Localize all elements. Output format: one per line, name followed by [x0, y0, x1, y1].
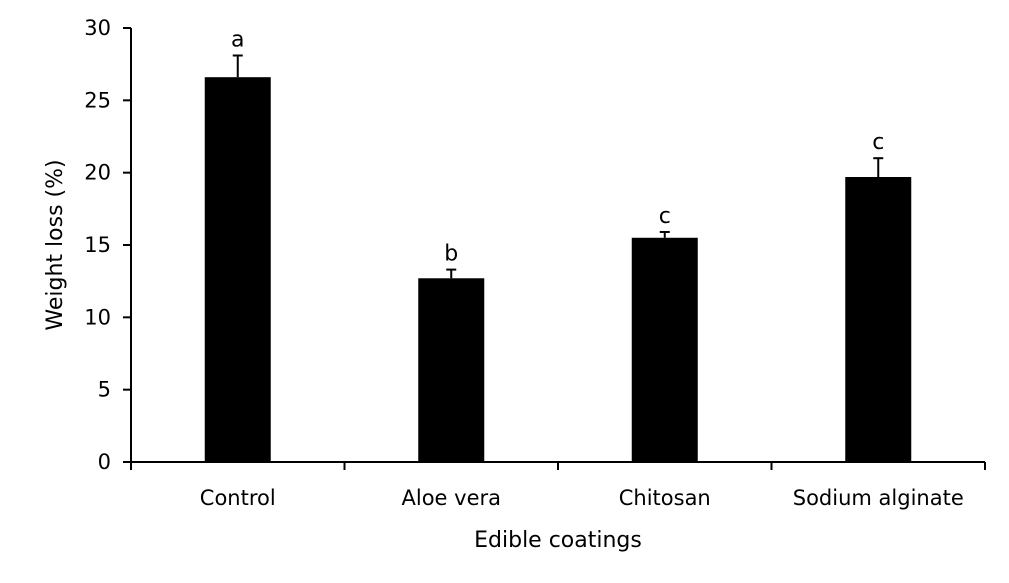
bar-aloe-vera [418, 278, 485, 462]
y-tick-label: 20 [84, 161, 111, 185]
y-tick-label: 10 [84, 305, 111, 329]
significance-label: b [444, 242, 458, 267]
bar-chitosan [631, 237, 698, 462]
y-tick-label: 15 [84, 233, 111, 257]
y-tick-label: 25 [84, 88, 111, 112]
error-bars-group [232, 54, 884, 279]
y-tick-label: 30 [84, 16, 111, 40]
significance-labels-group: a b c c [231, 27, 884, 266]
bar-control [204, 77, 271, 462]
significance-label: c [659, 204, 671, 229]
x-category-label: Chitosan [619, 486, 711, 510]
bars-group [204, 77, 912, 463]
bar-sodium-alginate [845, 177, 912, 463]
y-tick-label: 5 [98, 378, 111, 402]
y-axis-ticks: 0 5 10 15 20 25 30 [84, 16, 131, 474]
x-axis-title: Edible coatings [474, 528, 642, 553]
x-category-label: Sodium alginate [793, 486, 964, 510]
y-axis-title: Weight loss (%) [43, 159, 68, 330]
significance-label: a [231, 27, 244, 52]
significance-label: c [872, 130, 884, 155]
x-category-label: Aloe vera [402, 486, 502, 510]
y-tick-label: 0 [98, 450, 111, 474]
x-category-label: Control [200, 486, 276, 510]
x-axis-ticks: Control Aloe vera Chitosan Sodium alginate [130, 462, 986, 510]
